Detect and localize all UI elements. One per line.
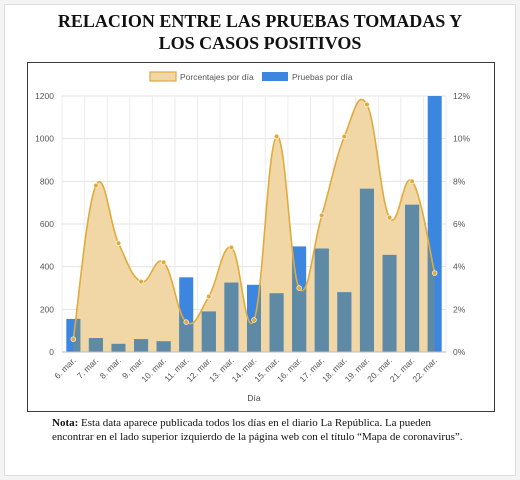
y-left-tick-label: 1200 [35,91,54,101]
percentage-point [273,133,280,140]
bar-pruebas-overlap [269,293,284,352]
bar-pruebas-overlap [405,204,420,352]
x-tick-label: 22. mar. [410,355,439,384]
title-line-2: LOS CASOS POSITIVOS [158,33,362,53]
percentage-point [341,133,348,140]
percentage-point [93,182,99,189]
footnote-text: Esta data aparece publicada todos los dí… [52,417,463,443]
percentage-point [183,319,189,325]
percentage-line [72,98,436,340]
bar-pruebas-overlap [314,248,329,352]
bar-pruebas-overlap [359,188,374,352]
bar-pruebas-overlap [382,254,397,352]
x-tick-label: 7. mar. [75,355,100,380]
percentage-point [319,212,325,219]
y-right-tick-label: 0% [453,347,466,357]
bar-pruebas-overlap [134,339,149,352]
x-axis-title: Día [247,393,261,403]
percentage-point [432,270,438,276]
y-right-tick-label: 12% [453,91,470,101]
footnote: Nota: Esta data aparece publicada todos … [52,416,472,444]
y-right-tick-label: 4% [453,262,466,272]
y-left-tick-label: 200 [40,304,54,314]
y-left-tick-label: 1000 [35,134,54,144]
bar-pruebas-overlap [111,343,126,352]
y-right-tick-label: 2% [453,304,466,314]
bar-pruebas-overlap [73,318,81,352]
percentage-point [251,317,257,323]
percentage-point [115,240,122,246]
page-title: RELACION ENTRE LAS PRUEBAS TOMADAS Y LOS… [0,10,520,54]
percentage-point [70,336,76,342]
y-left-tick-label: 600 [40,219,54,229]
bar-pruebas-overlap [156,341,171,352]
percentage-point [228,244,235,251]
bar-pruebas-overlap [201,311,216,352]
bar-pruebas-overlap [224,282,239,352]
percentage-point [160,259,167,266]
legend-label-pruebas: Pruebas por día [292,72,353,82]
y-left-tick-label: 400 [40,262,54,272]
bar-pruebas-overlap [337,292,352,352]
y-left-tick-label: 800 [40,176,54,186]
x-tick-label: 8. mar. [97,355,122,380]
y-right-tick-label: 10% [453,134,470,144]
y-right-tick-label: 8% [453,176,466,186]
y-left-tick-label: 0 [49,347,54,357]
percentage-point [364,101,370,108]
legend-swatch-porcentajes [149,71,177,82]
legend-label-porcentajes: Porcentajes por día [180,72,254,82]
percentage-point [409,178,415,185]
percentage-point [138,278,144,285]
percentage-point [296,285,302,291]
x-tick-label: 6. mar. [52,355,77,380]
percentage-point [206,293,212,300]
percentage-point [386,214,393,221]
x-tick-label: 10. mar. [139,355,168,384]
legend-swatch-pruebas [262,72,288,81]
bar-pruebas-overlap [88,338,103,352]
footnote-label: Nota: [52,417,79,429]
percentage-area-fill [73,99,435,352]
y-right-tick-label: 6% [453,219,466,229]
title-line-1: RELACION ENTRE LAS PRUEBAS TOMADAS Y [57,11,463,31]
